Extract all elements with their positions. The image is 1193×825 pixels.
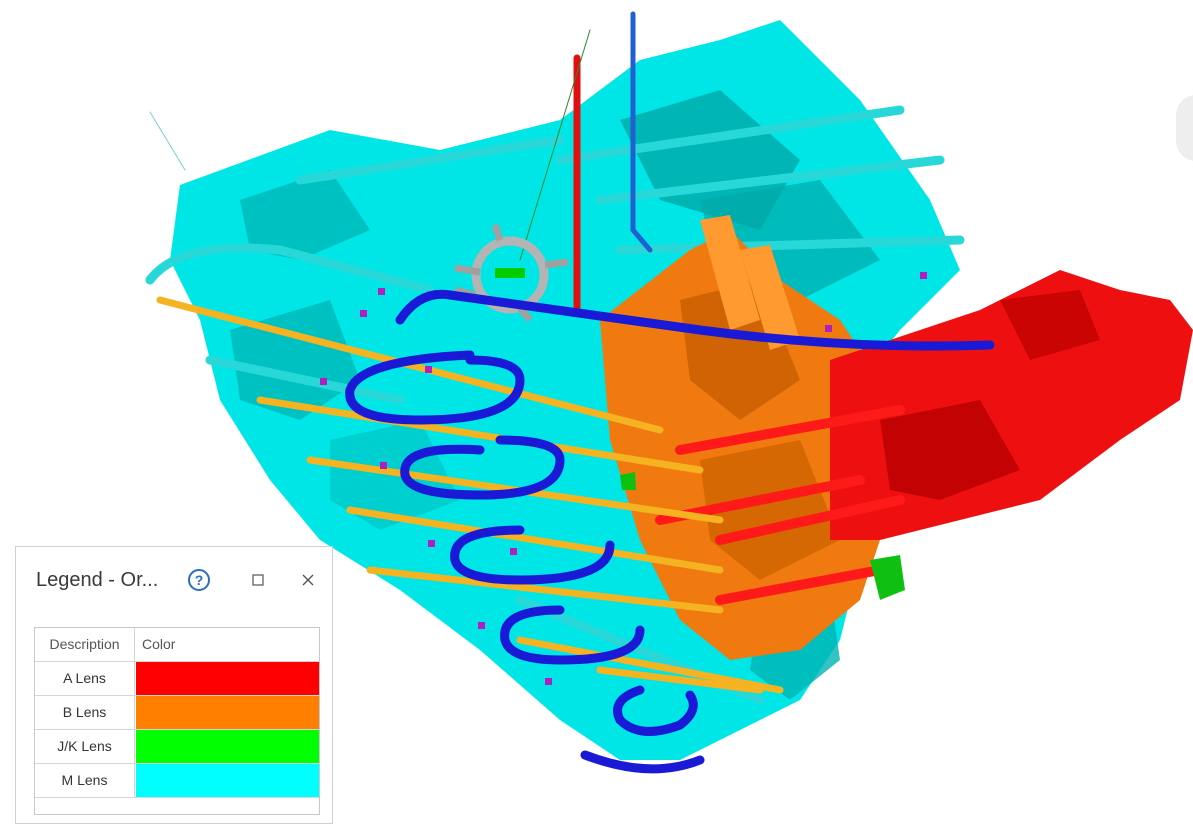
column-header-description[interactable]: Description: [35, 628, 135, 661]
marker: [428, 540, 435, 547]
legend-row: A Lens: [35, 662, 319, 696]
b-lens-fin: [740, 245, 800, 350]
marker: [378, 288, 385, 295]
help-circle-icon[interactable]: ?: [188, 569, 210, 591]
ramp-loop: [345, 350, 525, 425]
restore-window-icon[interactable]: [252, 574, 264, 586]
legend-title: Legend - Or...: [36, 569, 159, 591]
legend-table-header: Description Color: [35, 628, 319, 662]
level-drift: [346, 506, 724, 574]
level-drift: [366, 566, 724, 614]
legend-color-swatch[interactable]: [136, 764, 319, 797]
marker: [425, 366, 432, 373]
jk-fragment: [870, 555, 905, 600]
level-drift: [516, 636, 784, 694]
ramp-bottom: [580, 750, 705, 774]
legend-panel: Legend - Or... ? Description Color A Len…: [15, 546, 333, 824]
collar-ring: [471, 236, 549, 314]
marker: [825, 325, 832, 332]
survey-markers: [320, 272, 927, 685]
marker: [920, 272, 927, 279]
b-lens-body: [600, 215, 880, 660]
column-header-color[interactable]: Color: [142, 636, 176, 652]
ramp-loop: [500, 605, 645, 665]
legend-row: M Lens: [35, 764, 319, 798]
a-lens-body: [830, 270, 1193, 540]
m-rib: [205, 355, 405, 405]
collar-center: [495, 268, 525, 278]
legend-table: Description Color A Lens B Lens J/K Lens…: [34, 627, 320, 815]
legend-row-label: J/K Lens: [35, 730, 135, 763]
ramp-loop: [450, 525, 615, 585]
legend-row: B Lens: [35, 696, 319, 730]
b-lens-shade-2: [700, 440, 840, 580]
legend-color-swatch[interactable]: [136, 730, 319, 763]
ramp-loop: [400, 435, 565, 500]
blue-shaft: [630, 11, 653, 253]
marker: [478, 622, 485, 629]
marker: [510, 548, 517, 555]
a-lens-shade: [1000, 290, 1100, 360]
b-lens-fin: [700, 215, 760, 330]
level-drift: [256, 396, 704, 474]
a-lens-shade: [880, 400, 1020, 500]
spiral-ramp: [345, 289, 995, 774]
collar-spoke: [544, 258, 569, 269]
m-rib: [615, 235, 965, 255]
legend-row-label: B Lens: [35, 696, 135, 729]
ramp-top: [395, 289, 995, 351]
marker: [380, 462, 387, 469]
collar-spoke: [491, 223, 504, 242]
marker: [320, 378, 327, 385]
green-line: [519, 29, 591, 261]
shafts: [149, 11, 653, 314]
m-rib: [295, 135, 565, 185]
marker: [360, 310, 367, 317]
collar-spoke: [454, 264, 481, 276]
a-drift: [675, 405, 905, 455]
level-drift: [596, 666, 764, 694]
legend-row-label: M Lens: [35, 764, 135, 797]
a-drift: [715, 565, 885, 605]
m-lens-shade-4: [240, 170, 370, 260]
legend-color-swatch[interactable]: [136, 696, 319, 729]
viewport-edge-widget[interactable]: [1176, 95, 1193, 161]
marker: [545, 678, 552, 685]
m-rib: [595, 155, 945, 205]
legend-row: J/K Lens: [35, 730, 319, 764]
thin-line: [149, 111, 186, 171]
jk-lens-fragments: [620, 472, 905, 600]
close-icon[interactable]: [299, 571, 317, 589]
legend-color-swatch[interactable]: [136, 662, 319, 695]
a-drift: [715, 495, 905, 545]
jk-fragment: [620, 472, 636, 490]
collar-spoke: [517, 305, 533, 323]
m-rib: [145, 243, 435, 295]
ramp-loop: [613, 685, 698, 736]
legend-header: Legend - Or... ?: [16, 547, 332, 617]
legend-row-label: A Lens: [35, 662, 135, 695]
m-rib: [555, 105, 905, 165]
